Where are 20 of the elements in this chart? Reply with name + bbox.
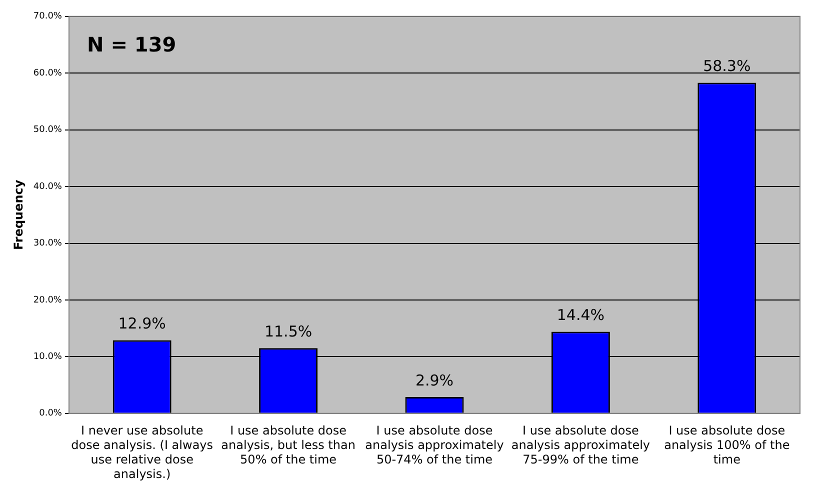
- y-axis-title: Frequency: [11, 180, 26, 250]
- x-tick-label: I use absolute dose analysis approximately 50-74% of the time: [365, 424, 504, 467]
- y-tick-label: 10.0%: [33, 352, 62, 362]
- data-label: 58.3%: [703, 57, 751, 76]
- data-label: 12.9%: [118, 314, 166, 333]
- annotation: N = 139: [86, 32, 176, 57]
- y-tick-label: 50.0%: [33, 125, 62, 136]
- x-tick-label: I use absolute dose analysis, but less than 50% of the time: [221, 424, 356, 467]
- x-tick-label: I use absolute dose analysis 100% of the time: [664, 424, 790, 467]
- data-label: 2.9%: [415, 371, 454, 390]
- data-label: 14.4%: [556, 306, 605, 324]
- y-tick-label: 20.0%: [33, 295, 62, 306]
- y-tick-label: 60.0%: [33, 68, 62, 78]
- y-tick-label: 30.0%: [33, 238, 62, 249]
- data-label: 11.5%: [264, 322, 312, 341]
- x-tick-label: I use absolute dose analysis approximately 75-99% of the time: [511, 424, 650, 467]
- y-tick-label: 70.0%: [33, 12, 62, 22]
- x-tick-label: I never use absolute dose analysis. (I always use relative dose analysis.): [71, 424, 214, 481]
- y-tick-label: 40.0%: [33, 182, 62, 192]
- y-tick-label: 0.0%: [39, 408, 62, 419]
